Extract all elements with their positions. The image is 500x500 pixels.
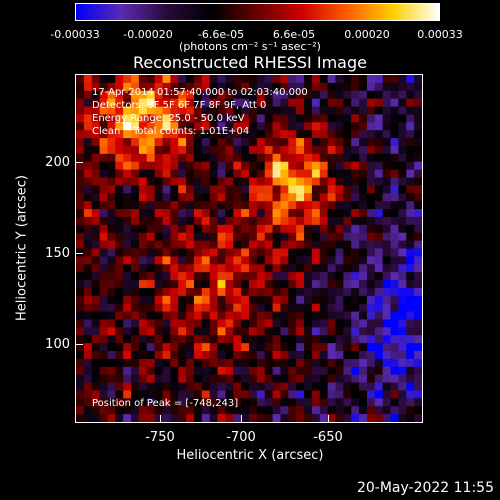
colorbar-tick-label: -0.00033 (50, 28, 100, 41)
y-tick-100: 100 (45, 337, 70, 352)
x-tick-700: -700 (226, 430, 256, 445)
y-tickmark (75, 344, 83, 345)
info-peak: Position of Peak = [-748,243] (92, 398, 239, 409)
x-tickmark (328, 415, 329, 423)
info-time: 17-Apr-2014 01:57:40.000 to 02:03:40.000 (92, 87, 308, 98)
heatmap-image (76, 75, 422, 422)
info-detectors: Detectors: 3F 5F 6F 7F 8F 9F, Att 0 (92, 100, 267, 111)
info-energy: Energy Range: 25.0 - 50.0 keV (92, 113, 245, 124)
x-tick-650: -650 (313, 430, 343, 445)
colorbar-tick-label: 0.00033 (417, 28, 463, 41)
y-axis-label: Heliocentric Y (arcsec) (14, 175, 30, 321)
y-tick-200: 200 (45, 155, 70, 170)
image-title: Reconstructed RHESSI Image (133, 53, 367, 72)
solar-image-plot (75, 74, 423, 423)
x-tickmark (241, 415, 242, 423)
info-clean: Clean Total counts: 1.01E+04 (92, 126, 250, 137)
y-tickmark (75, 253, 83, 254)
y-tickmark (75, 162, 83, 163)
footer-date: 20-May-2022 11:55 (356, 480, 494, 496)
colorbar-tick-label: 0.00020 (344, 28, 390, 41)
x-axis-label: Heliocentric X (arcsec) (176, 448, 324, 463)
x-tick-750: -750 (145, 430, 175, 445)
colorbar-tick-label: 6.6e-05 (272, 28, 316, 41)
colorbar-tick-label: -6.6e-05 (197, 28, 245, 41)
y-tick-150: 150 (45, 246, 70, 261)
colorbar-units: (photons cm⁻² s⁻¹ asec⁻²) (179, 40, 321, 53)
x-tickmark (160, 415, 161, 423)
colorbar (75, 3, 440, 21)
colorbar-tick-label: -0.00020 (123, 28, 173, 41)
